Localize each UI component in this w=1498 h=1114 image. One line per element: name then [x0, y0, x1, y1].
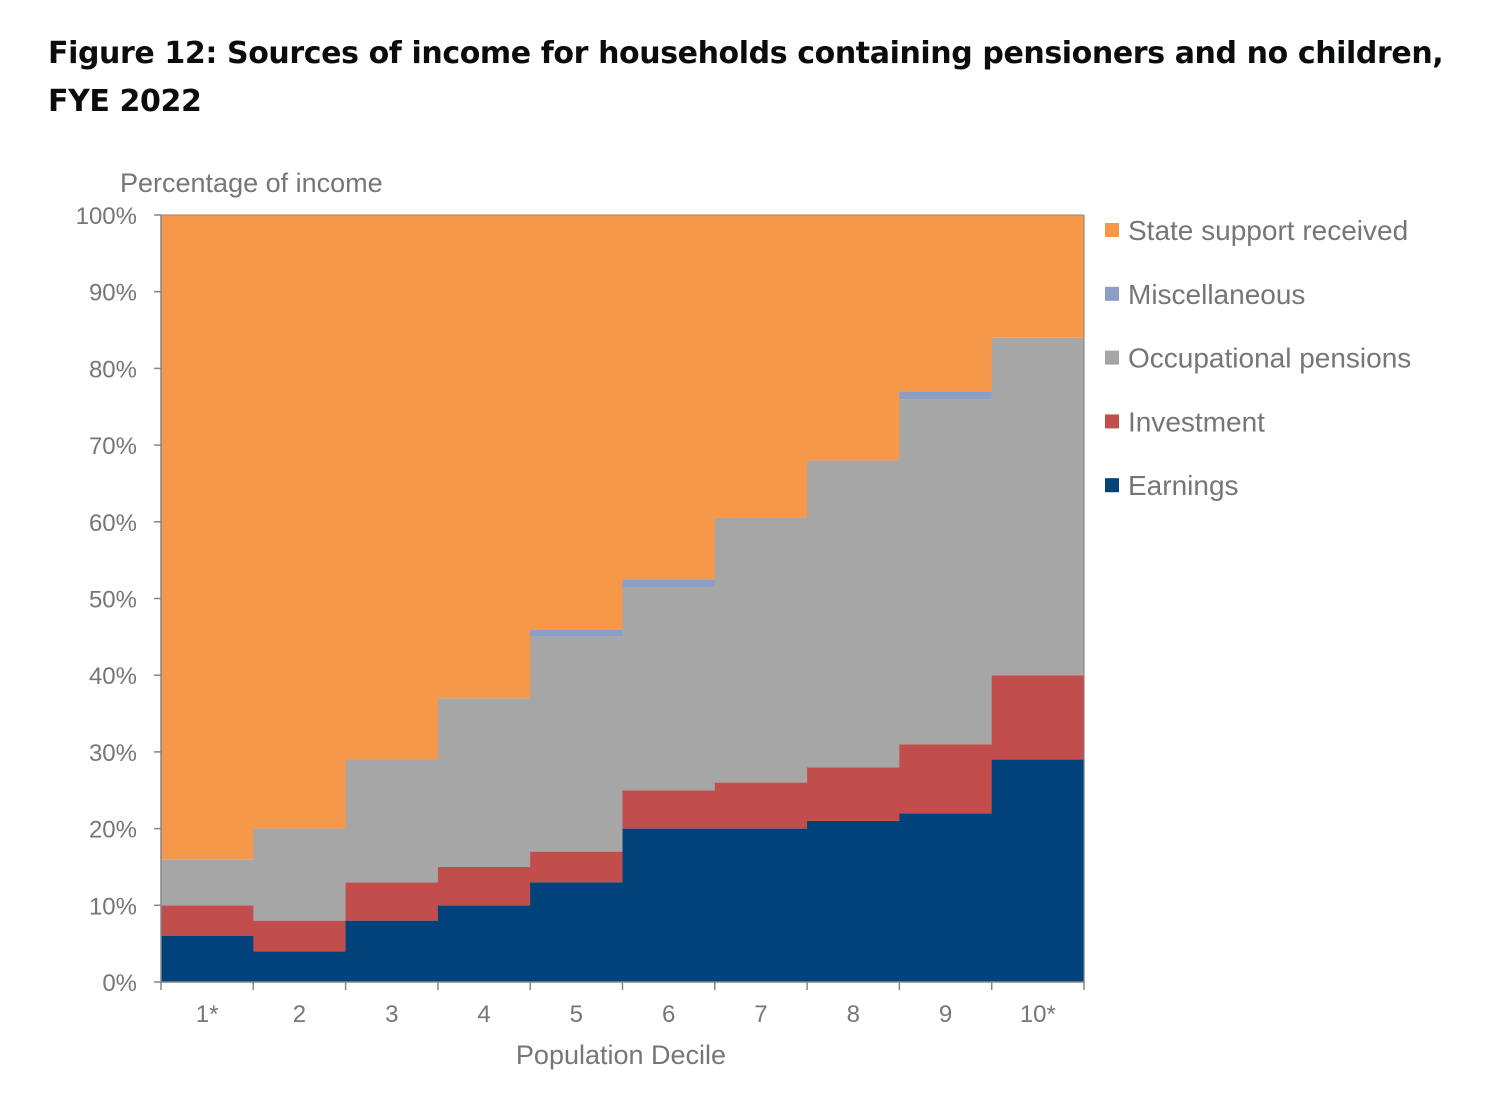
y-tick-label: 0% — [102, 970, 137, 997]
segment-earnings-decile-5 — [530, 882, 624, 982]
chart-legend: State support received Miscellaneous Occup… — [1105, 215, 1411, 501]
legend-label-investment: Investment — [1128, 406, 1265, 437]
segment-investment-decile-4 — [437, 866, 531, 906]
y-tick-label: 100% — [76, 203, 137, 230]
segment-state-support-received-decile-7 — [714, 215, 808, 518]
segment-state-support-received-decile-6 — [622, 215, 716, 580]
legend-label-state-support-received: State support received — [1128, 215, 1408, 246]
x-tick-label: 4 — [477, 1001, 490, 1028]
x-tick-label: 2 — [293, 1001, 306, 1028]
segment-earnings-decile-10 — [991, 759, 1085, 982]
legend-swatch-miscellaneous — [1105, 286, 1119, 301]
segment-state-support-received-decile-5 — [530, 215, 624, 630]
y-tick-label: 30% — [89, 740, 137, 767]
segment-miscellaneous-decile-9 — [899, 391, 993, 400]
segment-state-support-received-decile-1 — [161, 215, 254, 860]
segment-occupational-pensions-decile-3 — [345, 759, 439, 883]
segment-state-support-received-decile-8 — [807, 215, 900, 461]
segment-investment-decile-8 — [807, 767, 900, 821]
legend-swatch-investment — [1105, 414, 1119, 429]
x-axis-title: Population Decile — [516, 1040, 726, 1070]
segment-earnings-decile-2 — [253, 951, 347, 982]
segment-earnings-decile-7 — [714, 828, 808, 982]
x-tick-label: 7 — [754, 1001, 767, 1028]
segment-earnings-decile-8 — [807, 820, 900, 982]
segment-occupational-pensions-decile-9 — [899, 399, 993, 745]
segment-state-support-received-decile-2 — [253, 215, 347, 829]
segment-earnings-decile-9 — [899, 813, 993, 982]
segment-state-support-received-decile-4 — [437, 215, 531, 699]
y-tick-label: 80% — [89, 356, 137, 383]
y-tick-label: 70% — [89, 433, 137, 460]
segment-investment-decile-3 — [345, 882, 439, 921]
segment-earnings-decile-4 — [437, 905, 531, 982]
segment-state-support-received-decile-10 — [991, 215, 1085, 338]
x-tick-label: 6 — [662, 1001, 675, 1028]
legend-label-occupational-pensions: Occupational pensions — [1128, 343, 1411, 374]
segment-occupational-pensions-decile-5 — [530, 636, 624, 852]
x-tick-label: 1* — [196, 1001, 219, 1028]
x-tick-label: 3 — [385, 1001, 398, 1028]
x-tick-label: 10* — [1020, 1001, 1056, 1028]
segment-occupational-pensions-decile-4 — [437, 698, 531, 867]
segment-investment-decile-10 — [991, 675, 1085, 760]
segment-occupational-pensions-decile-7 — [714, 517, 808, 783]
segment-occupational-pensions-decile-1 — [161, 859, 254, 906]
segment-investment-decile-1 — [161, 905, 254, 936]
y-tick-label: 20% — [89, 817, 137, 844]
y-tick-label: 90% — [89, 280, 137, 307]
legend-swatch-occupational-pensions — [1105, 350, 1119, 365]
segment-investment-decile-7 — [714, 782, 808, 829]
legend-label-miscellaneous: Miscellaneous — [1128, 279, 1305, 310]
y-tick-label: 10% — [89, 893, 137, 920]
segment-investment-decile-6 — [622, 790, 716, 829]
legend-swatch-state-support-received — [1105, 223, 1119, 237]
segment-state-support-received-decile-3 — [345, 215, 439, 760]
segment-state-support-received-decile-9 — [899, 215, 993, 392]
x-tick-label: 8 — [847, 1001, 860, 1028]
x-tick-label: 9 — [939, 1001, 952, 1028]
y-tick-label: 40% — [89, 663, 137, 690]
y-tick-label: 50% — [89, 587, 137, 614]
segment-earnings-decile-1 — [161, 935, 254, 982]
segment-occupational-pensions-decile-10 — [991, 337, 1085, 676]
segment-miscellaneous-decile-6 — [622, 579, 716, 587]
segment-earnings-decile-6 — [622, 828, 716, 982]
segment-investment-decile-5 — [530, 851, 624, 883]
segment-earnings-decile-3 — [345, 920, 439, 982]
legend-swatch-earnings — [1105, 478, 1119, 493]
chart-axes: 0% 10% 20% 30% 40% 50% 60% 70% 80% 90% 100% 1* 2 3 4 5 6… — [76, 203, 1085, 1028]
segment-occupational-pensions-decile-6 — [622, 587, 716, 791]
figure-title: Figure 12: Sources of income for househo… — [48, 36, 1444, 119]
segment-investment-decile-9 — [899, 744, 993, 814]
segment-occupational-pensions-decile-2 — [253, 828, 347, 921]
segment-miscellaneous-decile-5 — [530, 629, 624, 637]
chart-bars — [161, 215, 1085, 982]
segment-occupational-pensions-decile-8 — [807, 460, 900, 768]
x-tick-label: 5 — [570, 1001, 583, 1028]
segment-investment-decile-2 — [253, 920, 347, 952]
legend-label-earnings: Earnings — [1128, 470, 1239, 501]
y-axis-title: Percentage of income — [120, 168, 383, 198]
y-tick-label: 60% — [89, 510, 137, 537]
